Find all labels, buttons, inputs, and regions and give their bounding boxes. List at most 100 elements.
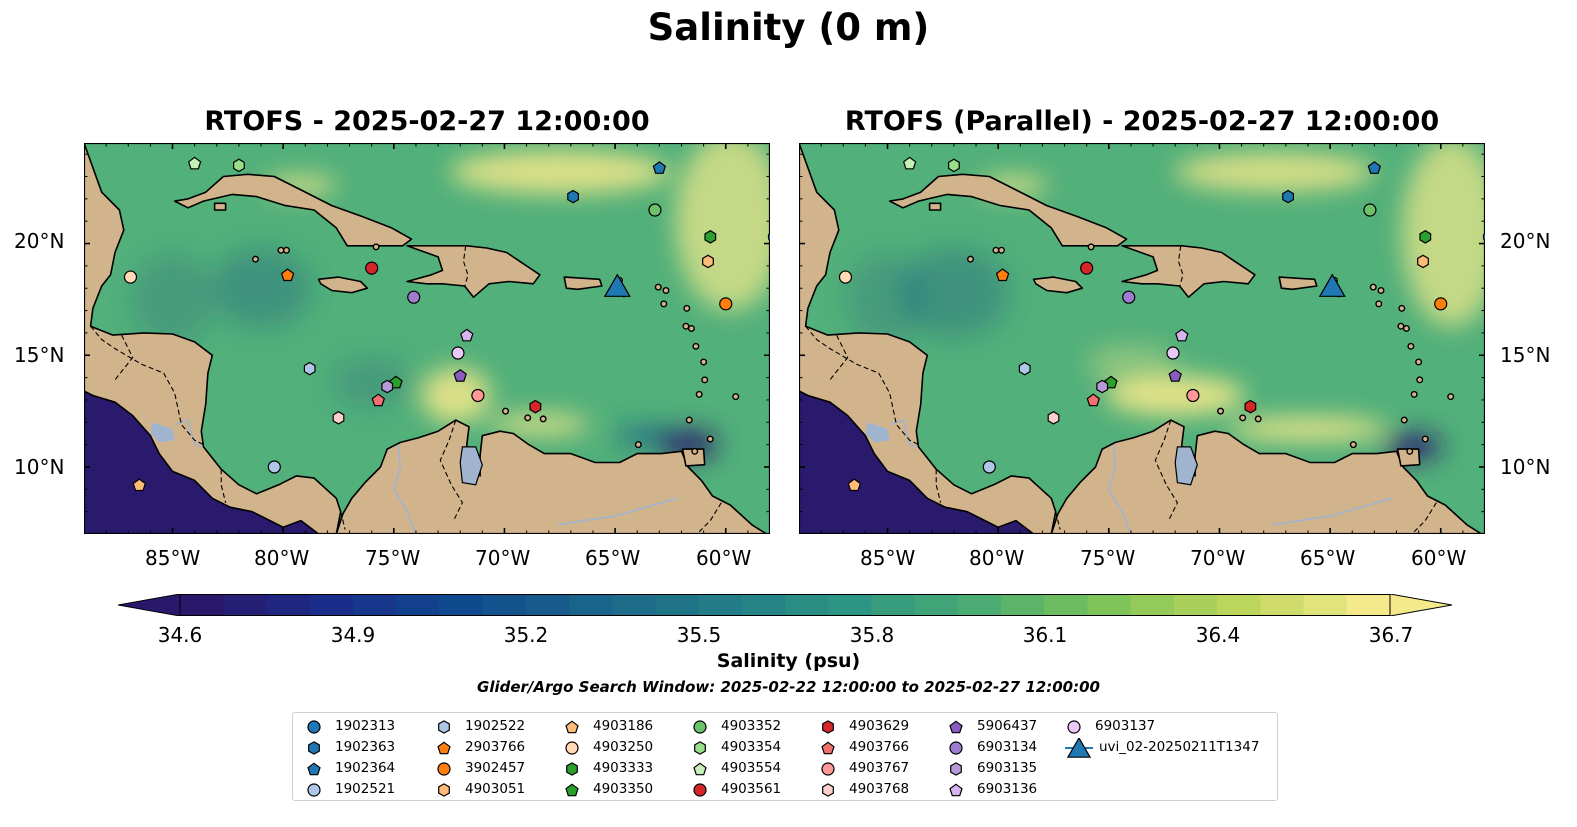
salinity-patch	[489, 413, 590, 436]
lon-tick-label: 75°W	[1080, 546, 1136, 570]
platform-marker-4903352	[1363, 203, 1377, 217]
island	[251, 255, 259, 263]
lake-nicaragua	[865, 422, 890, 443]
legend-marker	[693, 720, 707, 734]
colorbar-segment	[180, 594, 224, 616]
legend-label: 4903250	[593, 739, 654, 755]
island	[1369, 283, 1377, 291]
country-border	[220, 469, 227, 503]
island	[1087, 243, 1095, 251]
island	[695, 390, 703, 398]
island	[1239, 414, 1247, 422]
colorbar-segment	[223, 594, 268, 616]
platform-marker-6903135	[1096, 379, 1109, 394]
legend: 1902313 1902363 1902364 1902521 1902522 29037…	[292, 712, 1278, 801]
platform-marker-4903186	[132, 478, 147, 492]
salinity-patch	[898, 247, 1009, 338]
colorbar-label: Salinity (psu)	[716, 650, 861, 672]
platform-marker-6903135	[381, 379, 394, 394]
colorbar-frame	[179, 594, 1391, 616]
legend-symbol	[949, 720, 963, 734]
platform-marker-1902313	[1482, 231, 1485, 242]
colorbar-segment	[266, 594, 311, 616]
island	[539, 415, 547, 423]
salinity-patch	[449, 150, 670, 195]
platform-marker-4903186	[847, 478, 862, 492]
legend-symbol	[307, 762, 321, 776]
land-hispaniola	[1121, 245, 1256, 298]
legend-marker	[437, 762, 451, 776]
lon-tick-label: 70°W	[1190, 546, 1246, 570]
platform-marker-3902457	[719, 297, 733, 311]
platform-marker-2903766	[280, 268, 295, 282]
colorbar-segment	[482, 594, 527, 616]
platform-marker-4903051	[1417, 254, 1429, 269]
island	[1377, 286, 1385, 294]
lat-tick-label: 20°N	[14, 229, 65, 253]
platform-marker-4903333	[704, 230, 717, 244]
legend-label: uvi_02-20250211T1347	[1099, 739, 1260, 755]
salinity-patch	[420, 367, 491, 424]
island	[683, 304, 691, 312]
legend-marker	[693, 783, 707, 797]
salinity-patch	[1174, 152, 1375, 193]
legend-symbol	[438, 720, 450, 734]
lon-tick-label: 80°W	[254, 546, 310, 570]
platform-marker-1902521	[982, 460, 996, 474]
colorbar-segment	[612, 594, 656, 616]
legend-symbol	[822, 720, 834, 734]
colorbar-tick: 36.7	[1368, 623, 1414, 647]
colorbar-segment	[828, 594, 873, 616]
colorbar-segment	[396, 594, 440, 616]
legend-label: 6903137	[1095, 718, 1156, 734]
colorbar-segment	[568, 594, 613, 616]
island	[706, 435, 714, 443]
lon-tick-label: 80°W	[969, 546, 1025, 570]
island	[524, 414, 532, 422]
river	[392, 444, 417, 534]
land-jamaica	[317, 276, 369, 294]
legend-marker	[307, 762, 321, 776]
river	[1107, 444, 1132, 534]
platform-marker-4903250	[838, 270, 853, 284]
platform-marker-4903767	[471, 388, 485, 403]
land-south-america	[1050, 419, 1485, 534]
island	[277, 246, 285, 254]
colorbar-segment	[914, 594, 959, 616]
island	[1349, 441, 1357, 449]
platform-marker-6903134	[407, 290, 421, 304]
lon-tick-label: 85°W	[860, 546, 916, 570]
lake-maracaibo	[459, 446, 483, 486]
legend-symbol	[437, 762, 451, 776]
platform-marker-4903352	[648, 203, 662, 217]
colorbar-segment	[1173, 594, 1218, 616]
colorbar-segment	[741, 594, 786, 616]
lon-tick-label: 70°W	[475, 546, 531, 570]
platform-marker-1902521	[267, 460, 281, 474]
lon-tick-label: 60°W	[1411, 546, 1467, 570]
legend-label: 2903766	[465, 739, 526, 755]
island	[1397, 322, 1405, 330]
pacific-ocean	[799, 391, 1034, 534]
legend-label: 3902457	[465, 760, 526, 776]
legend-marker	[565, 720, 579, 734]
legend-label: 4903766	[849, 739, 910, 755]
island	[685, 416, 693, 424]
lat-tick-label: 10°N	[1500, 455, 1551, 479]
island	[687, 324, 695, 332]
land-cuba	[173, 173, 413, 247]
platform-marker-4903250	[123, 270, 138, 284]
lon-tick-label: 65°W	[585, 546, 641, 570]
colorbar-segment	[655, 594, 700, 616]
legend-symbol	[1067, 720, 1081, 734]
legend-marker	[438, 720, 450, 734]
platform-marker-4903768	[1047, 411, 1060, 425]
legend-symbol	[565, 720, 579, 734]
platform-marker-4903554	[902, 156, 917, 170]
lat-tick-label: 10°N	[14, 455, 65, 479]
country-border	[1177, 245, 1184, 288]
legend-label: 4903561	[721, 781, 782, 797]
colorbar-segment	[1260, 594, 1305, 616]
platform-marker-4903629	[529, 399, 542, 414]
legend-marker	[693, 762, 707, 776]
